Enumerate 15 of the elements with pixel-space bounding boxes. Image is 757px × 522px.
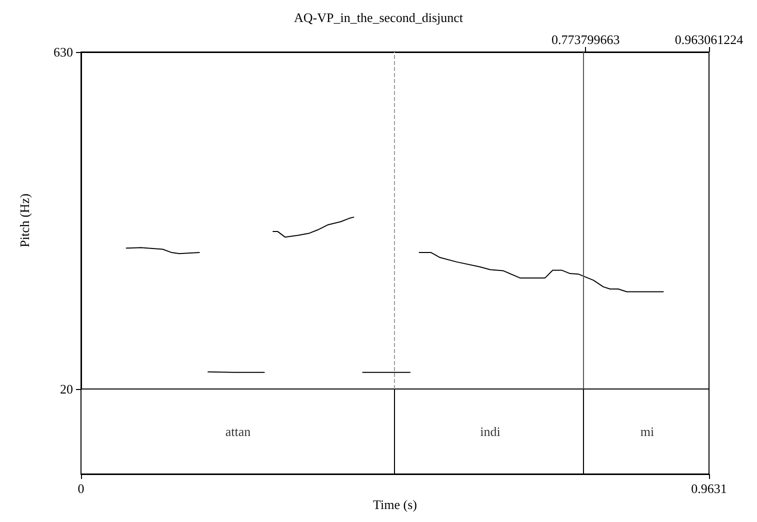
y-tick-label: 20 <box>60 382 73 396</box>
x2-tick-label: 0.773799663 <box>551 32 620 47</box>
text: attan <box>225 424 252 439</box>
x-tick-label: 0 <box>78 481 84 496</box>
y-axis-title: Pitch (Hz) <box>17 194 32 248</box>
text: mi <box>640 424 655 439</box>
line-series <box>272 216 354 238</box>
line-series <box>418 252 664 292</box>
text: indi <box>480 424 501 439</box>
x-axis-title: Time (s) <box>373 497 417 512</box>
line-series <box>126 247 200 254</box>
y-tick-label: 630 <box>54 44 73 60</box>
x-tick-label: 0.9631 <box>691 481 727 496</box>
chart-title: AQ-VP_in_the_second_disjunct <box>294 10 464 25</box>
x2-tick-label: 0.963061224 <box>674 32 744 47</box>
